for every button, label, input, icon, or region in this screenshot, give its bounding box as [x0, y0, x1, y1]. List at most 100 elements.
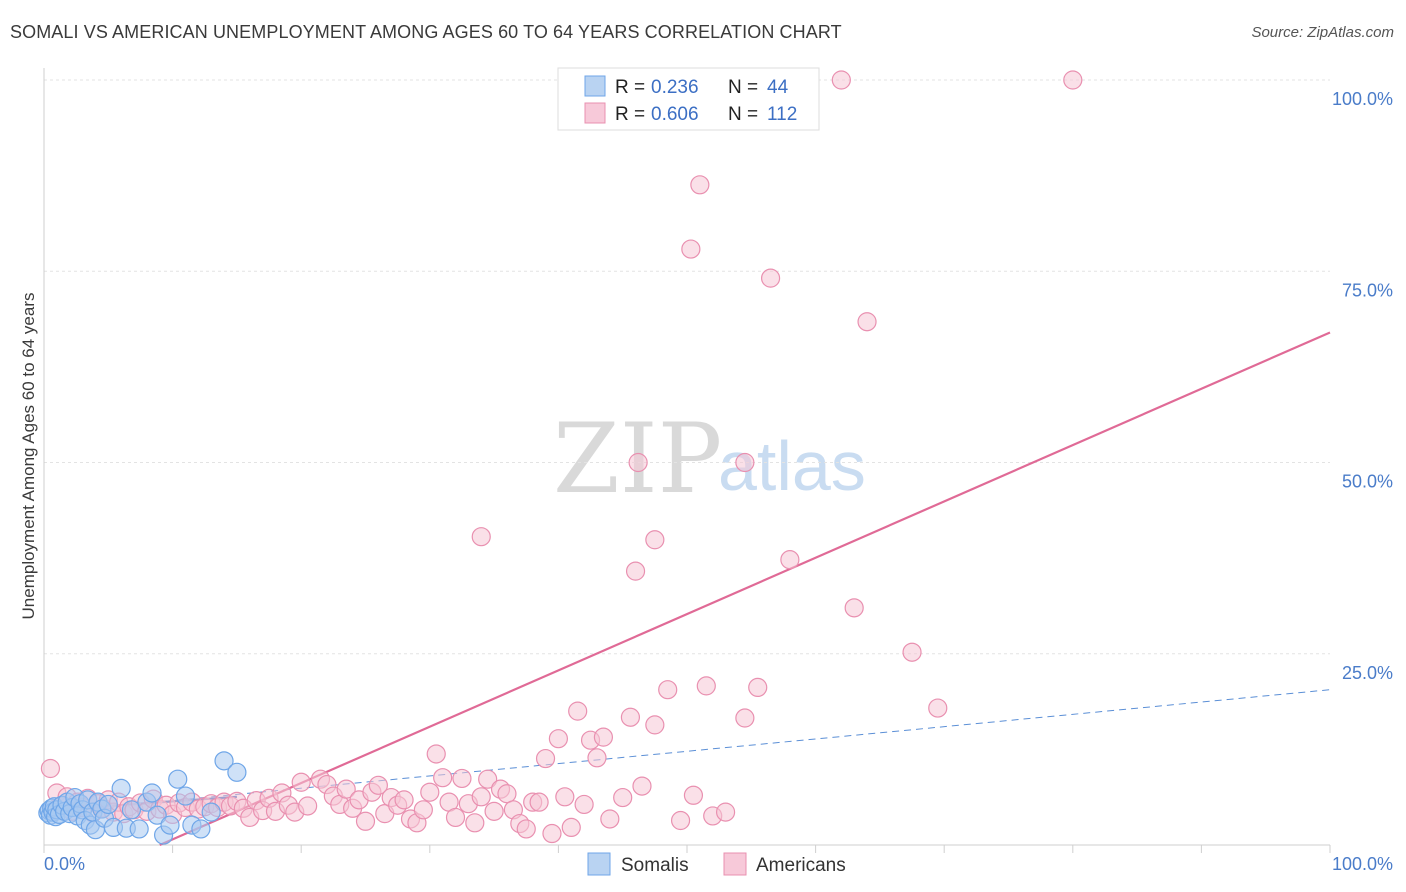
legend-n-value-somalis: 44 [767, 77, 789, 98]
americans-point-99 [735, 708, 755, 728]
americans-point-85 [574, 794, 594, 815]
americans-point-101 [715, 802, 736, 822]
bottom-legend-swatch-somalis [587, 852, 611, 876]
americans-point-48 [336, 779, 356, 799]
americans-point-83 [561, 817, 581, 838]
americans-point-89 [600, 809, 620, 829]
somalis-point-42 [214, 751, 234, 771]
somalis-point-34 [147, 805, 167, 825]
bottom-legend-label-somalis: Somalis [621, 855, 689, 876]
americans-point-60 [413, 800, 433, 820]
americans-point-65 [445, 807, 466, 828]
legend-swatch-somalis [584, 75, 606, 97]
americans-point-94 [658, 680, 678, 700]
americans-point-73 [497, 784, 517, 804]
americans-point-96 [683, 785, 704, 805]
americans-point-82 [555, 787, 575, 807]
americans-point-0 [40, 758, 61, 779]
x-tick-label-min: 0.0% [44, 854, 85, 874]
americans-point-117 [1063, 70, 1083, 90]
americans-point-80 [542, 823, 562, 844]
chart-title: SOMALI VS AMERICAN UNEMPLOYMENT AMONG AG… [10, 22, 842, 42]
americans-point-81 [548, 729, 569, 749]
americans-point-69 [471, 787, 491, 807]
bottom-legend: Somalis Americans [587, 852, 846, 876]
bottom-legend-label-americans: Americans [756, 855, 846, 876]
gridlines [44, 79, 1330, 655]
americans-point-111 [681, 239, 701, 259]
legend-n-label-americans: N = [728, 104, 758, 125]
y-tick-label-50: 50.0% [1342, 472, 1393, 492]
americans-point-100 [748, 677, 768, 698]
somalis-point-36 [160, 815, 180, 835]
americans-point-62 [426, 744, 446, 764]
legend-n-value-americans: 112 [767, 104, 797, 125]
americans-point-88 [593, 727, 614, 747]
legend-r-label-somalis: R = [615, 77, 645, 98]
americans-point-104 [645, 530, 665, 550]
somalis-point-43 [227, 762, 247, 782]
americans-point-116 [831, 70, 851, 90]
americans-point-84 [568, 701, 588, 721]
americans-point-92 [632, 776, 652, 796]
americans-point-78 [529, 792, 549, 812]
americans-point-57 [394, 790, 414, 810]
legend-r-label-americans: R = [615, 104, 645, 125]
americans-point-110 [928, 698, 948, 718]
americans-point-114 [857, 312, 877, 332]
americans-point-61 [420, 782, 440, 802]
americans-point-93 [645, 715, 665, 735]
americans-point-112 [690, 175, 710, 195]
stats-legend: R = 0.236 N = 44 R = 0.606 N = 112 [557, 67, 820, 131]
americans-point-43 [298, 796, 318, 816]
americans-point-108 [735, 452, 755, 473]
somalis-points [38, 751, 247, 845]
bottom-legend-swatch-americans [723, 852, 747, 876]
source-label: Source: ZipAtlas.com [1251, 24, 1394, 41]
somalis-point-33 [142, 783, 162, 803]
y-axis-title: Unemployment Among Ages 60 to 64 years [19, 293, 38, 620]
legend-swatch-americans [584, 102, 606, 124]
somalis-point-37 [168, 769, 188, 789]
y-axis-tick-labels: 25.0% 50.0% 75.0% 100.0% [1332, 89, 1393, 683]
americans-point-66 [452, 768, 472, 789]
americans-point-79 [535, 748, 556, 769]
x-tick-label-max: 100.0% [1332, 854, 1393, 874]
somalis-point-40 [191, 819, 211, 839]
somalis-point-28 [111, 778, 131, 798]
americans-point-103 [625, 561, 646, 581]
y-tick-label-100: 100.0% [1332, 89, 1393, 109]
somalis-point-30 [121, 800, 142, 820]
somalis-point-26 [98, 794, 118, 815]
legend-r-value-americans: 0.606 [651, 104, 699, 125]
americans-point-53 [368, 775, 388, 795]
somalis-point-38 [175, 786, 196, 806]
americans-point-76 [516, 819, 536, 839]
legend-r-value-somalis: 0.236 [651, 77, 699, 98]
americans-point-113 [760, 268, 781, 288]
americans-point-63 [433, 768, 453, 788]
y-tick-label-25: 25.0% [1342, 663, 1393, 683]
americans-point-102 [471, 527, 491, 547]
somalis-point-41 [201, 802, 221, 822]
americans-point-51 [355, 811, 376, 831]
americans-point-107 [844, 598, 864, 618]
americans-point-95 [670, 810, 691, 831]
americans-point-109 [902, 642, 922, 662]
somalis-point-31 [129, 819, 149, 839]
americans-point-106 [780, 550, 800, 570]
americans-point-71 [484, 801, 504, 821]
americans-point-90 [613, 787, 633, 808]
trend-line-americans [159, 331, 1331, 847]
americans-point-68 [465, 813, 485, 833]
americans-point-42 [291, 772, 311, 792]
americans-point-70 [478, 769, 498, 789]
americans-point-97 [696, 676, 716, 696]
x-axis-ticks [43, 845, 1331, 853]
americans-point-87 [587, 748, 607, 768]
legend-n-label-somalis: N = [728, 77, 758, 98]
americans-point-105 [628, 452, 648, 473]
americans-point-91 [620, 707, 641, 727]
y-tick-label-75: 75.0% [1342, 280, 1393, 300]
